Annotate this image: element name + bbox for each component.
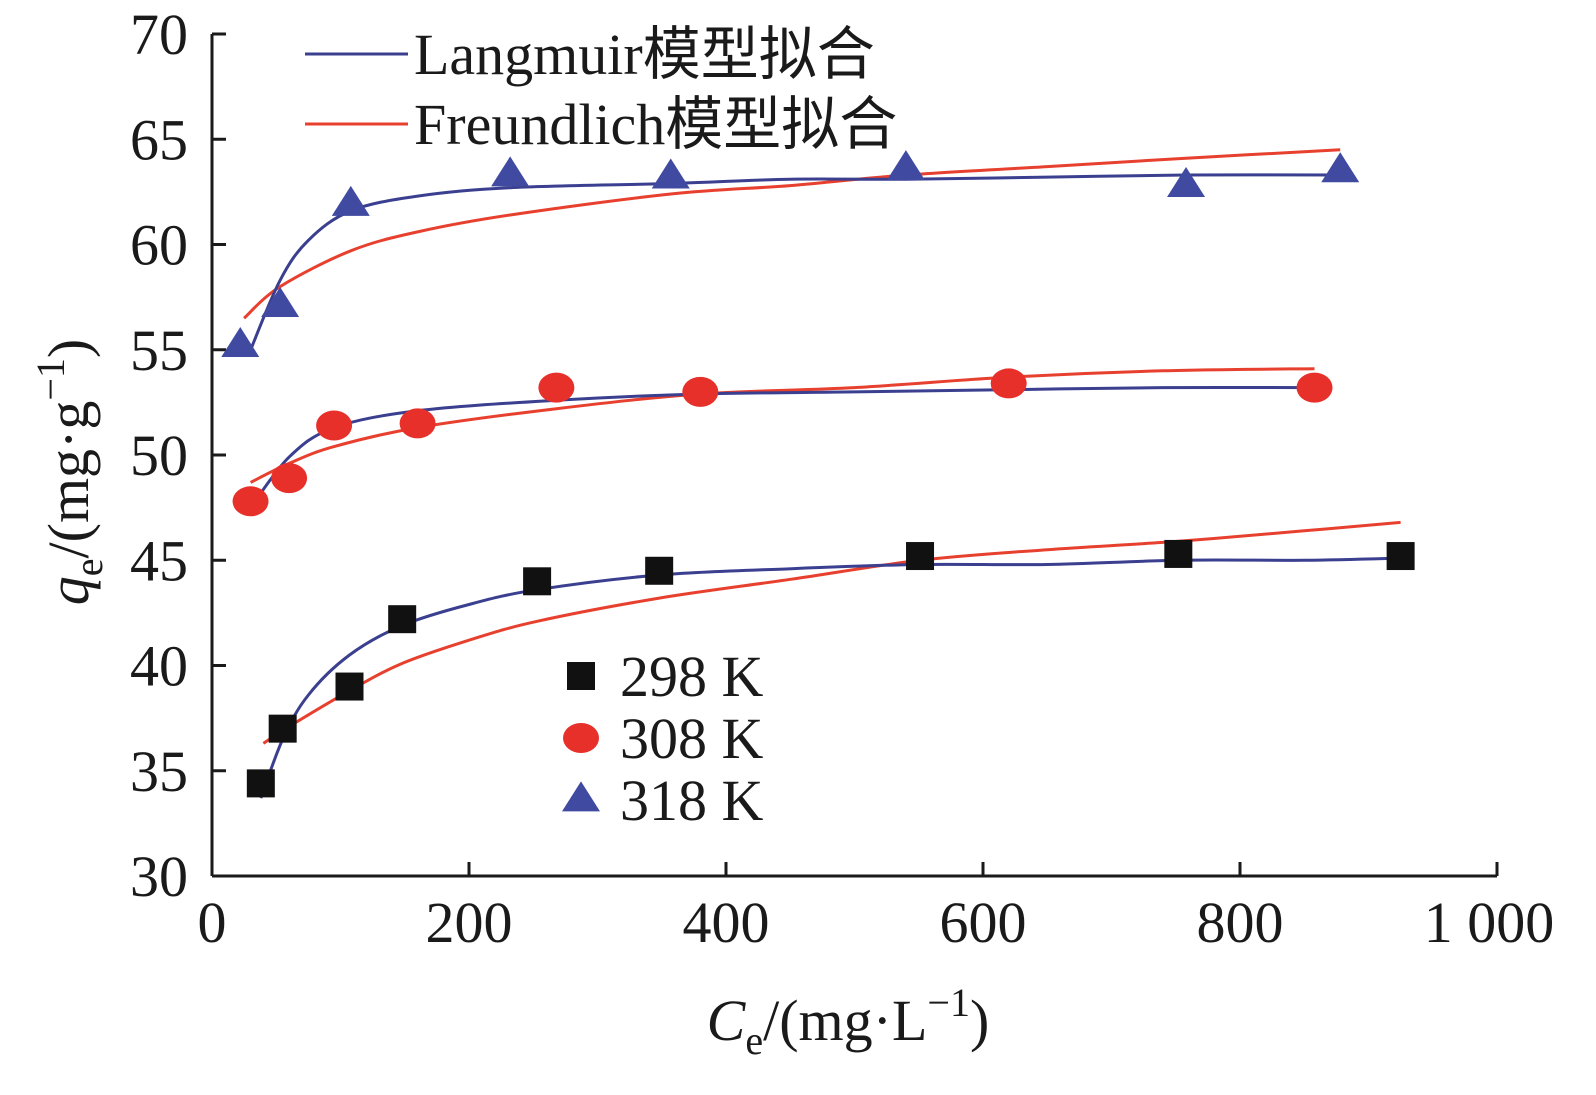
marker-318k — [1167, 166, 1206, 197]
marker-308k — [316, 410, 353, 441]
x-tick-label: 800 — [1197, 890, 1284, 955]
langmuir-fit-318k — [249, 173, 1341, 351]
x-tick-label: 1 000 — [1424, 890, 1555, 955]
legend-marker-318k — [562, 781, 600, 812]
marker-318k — [1321, 152, 1360, 183]
marker-318k — [331, 185, 370, 216]
marker-318k — [491, 156, 530, 187]
langmuir-fit-308k — [249, 385, 1315, 509]
marker-298k — [906, 542, 935, 571]
marker-298k — [645, 556, 674, 585]
marker-318k — [261, 286, 300, 317]
marker-298k — [246, 769, 275, 798]
legend-marker-298k — [567, 662, 595, 690]
ticks: 0 200 400 600 800 1 000 30 35 40 45 50 55 60 65 70 — [130, 2, 1554, 955]
y-tick-label: 60 — [130, 213, 188, 278]
y-tick-label: 70 — [130, 2, 188, 67]
marker-308k — [682, 376, 719, 407]
legend-label-318k: 318 K — [620, 768, 764, 833]
y-axis-title: qe/(mg·g−1) — [28, 339, 111, 606]
y-axis-unit-exp: −1 — [28, 358, 73, 401]
x-axis-unit-exp: −1 — [927, 980, 970, 1025]
fit-curves — [243, 148, 1401, 799]
fit-legend-label-langmuir: Langmuir模型拟合 — [414, 22, 875, 87]
marker-298k — [1164, 539, 1193, 568]
marker-318k — [221, 326, 260, 357]
x-tick-label: 0 — [198, 890, 227, 955]
marker-298k — [268, 714, 297, 743]
marker-308k — [990, 368, 1027, 399]
marker-308k — [232, 486, 269, 517]
y-tick-label: 35 — [130, 739, 188, 804]
marker-308k — [399, 408, 436, 439]
y-tick-label: 50 — [130, 423, 188, 488]
marker-298k — [523, 567, 552, 596]
axes — [210, 34, 1497, 878]
marker-308k — [1296, 372, 1333, 403]
y-axis-unit-suffix: ) — [36, 339, 101, 358]
x-tick-label: 400 — [683, 890, 770, 955]
y-tick-label: 45 — [130, 528, 188, 593]
legend-label-308k: 308 K — [620, 706, 764, 771]
marker-298k — [1386, 542, 1415, 571]
x-axis-subscript: e — [745, 1018, 763, 1063]
y-tick-label: 30 — [130, 844, 188, 909]
data-markers — [221, 150, 1415, 798]
y-axis-subscript: e — [66, 558, 111, 576]
y-axis-unit-prefix: /(mg·g — [36, 401, 101, 559]
x-axis-title: Ce/(mg·L−1) — [707, 980, 990, 1063]
legend-marker-308k — [563, 723, 599, 753]
freundlich-fit-318k — [243, 148, 1341, 320]
marker-308k — [538, 372, 575, 403]
legend-label-298k: 298 K — [620, 644, 764, 709]
y-tick-label: 65 — [130, 107, 188, 172]
y-tick-label: 55 — [130, 318, 188, 383]
marker-298k — [388, 605, 417, 634]
y-tick-label: 40 — [130, 634, 188, 699]
x-tick-label: 600 — [940, 890, 1027, 955]
x-tick-label: 200 — [426, 890, 513, 955]
marker-298k — [335, 672, 364, 701]
marker-308k — [271, 463, 308, 494]
x-axis-unit-suffix: ) — [970, 988, 989, 1053]
langmuir-fit-298k — [259, 556, 1401, 799]
marker-318k — [886, 150, 925, 181]
fit-legend-label-freundlich: Freundlich模型拟合 — [414, 92, 897, 157]
marker-318k — [651, 158, 690, 189]
y-axis-symbol: q — [36, 576, 101, 605]
x-axis-unit-prefix: /(mg·L — [763, 988, 927, 1053]
x-axis-symbol: C — [707, 988, 747, 1053]
freundlich-fit-298k — [262, 520, 1401, 745]
